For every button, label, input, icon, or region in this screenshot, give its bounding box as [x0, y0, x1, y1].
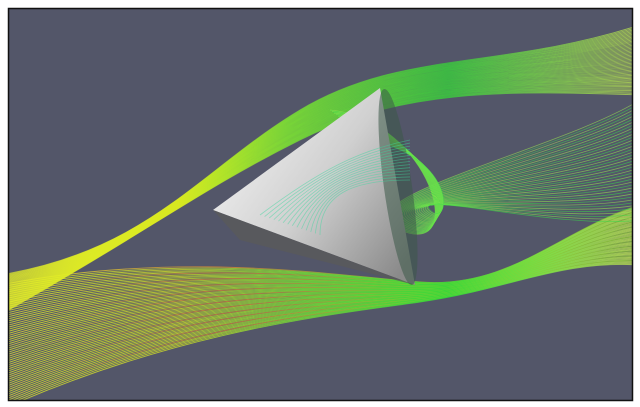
cone-streamline	[273, 148, 411, 220]
streamlines	[9, 26, 632, 400]
cone-streamline	[301, 167, 411, 229]
cone-streamline	[310, 173, 411, 233]
cone-streamline	[278, 151, 411, 222]
cone-streamline	[282, 154, 411, 223]
cone-streamline	[259, 139, 411, 216]
wake-streamline	[369, 139, 632, 223]
frame	[7, 7, 634, 402]
cone-streamline	[287, 158, 411, 225]
streamline	[9, 92, 632, 311]
cone-base	[378, 88, 418, 286]
cone-streamline	[305, 170, 411, 231]
cone-streamline	[296, 164, 411, 228]
streamline	[22, 263, 632, 400]
cone-streamline	[291, 161, 411, 226]
cone-streamline	[314, 176, 411, 234]
cone-streamline	[264, 142, 411, 217]
cone-shadow	[213, 210, 415, 285]
cone-streamline	[268, 145, 411, 219]
cone-streamline	[319, 179, 411, 236]
